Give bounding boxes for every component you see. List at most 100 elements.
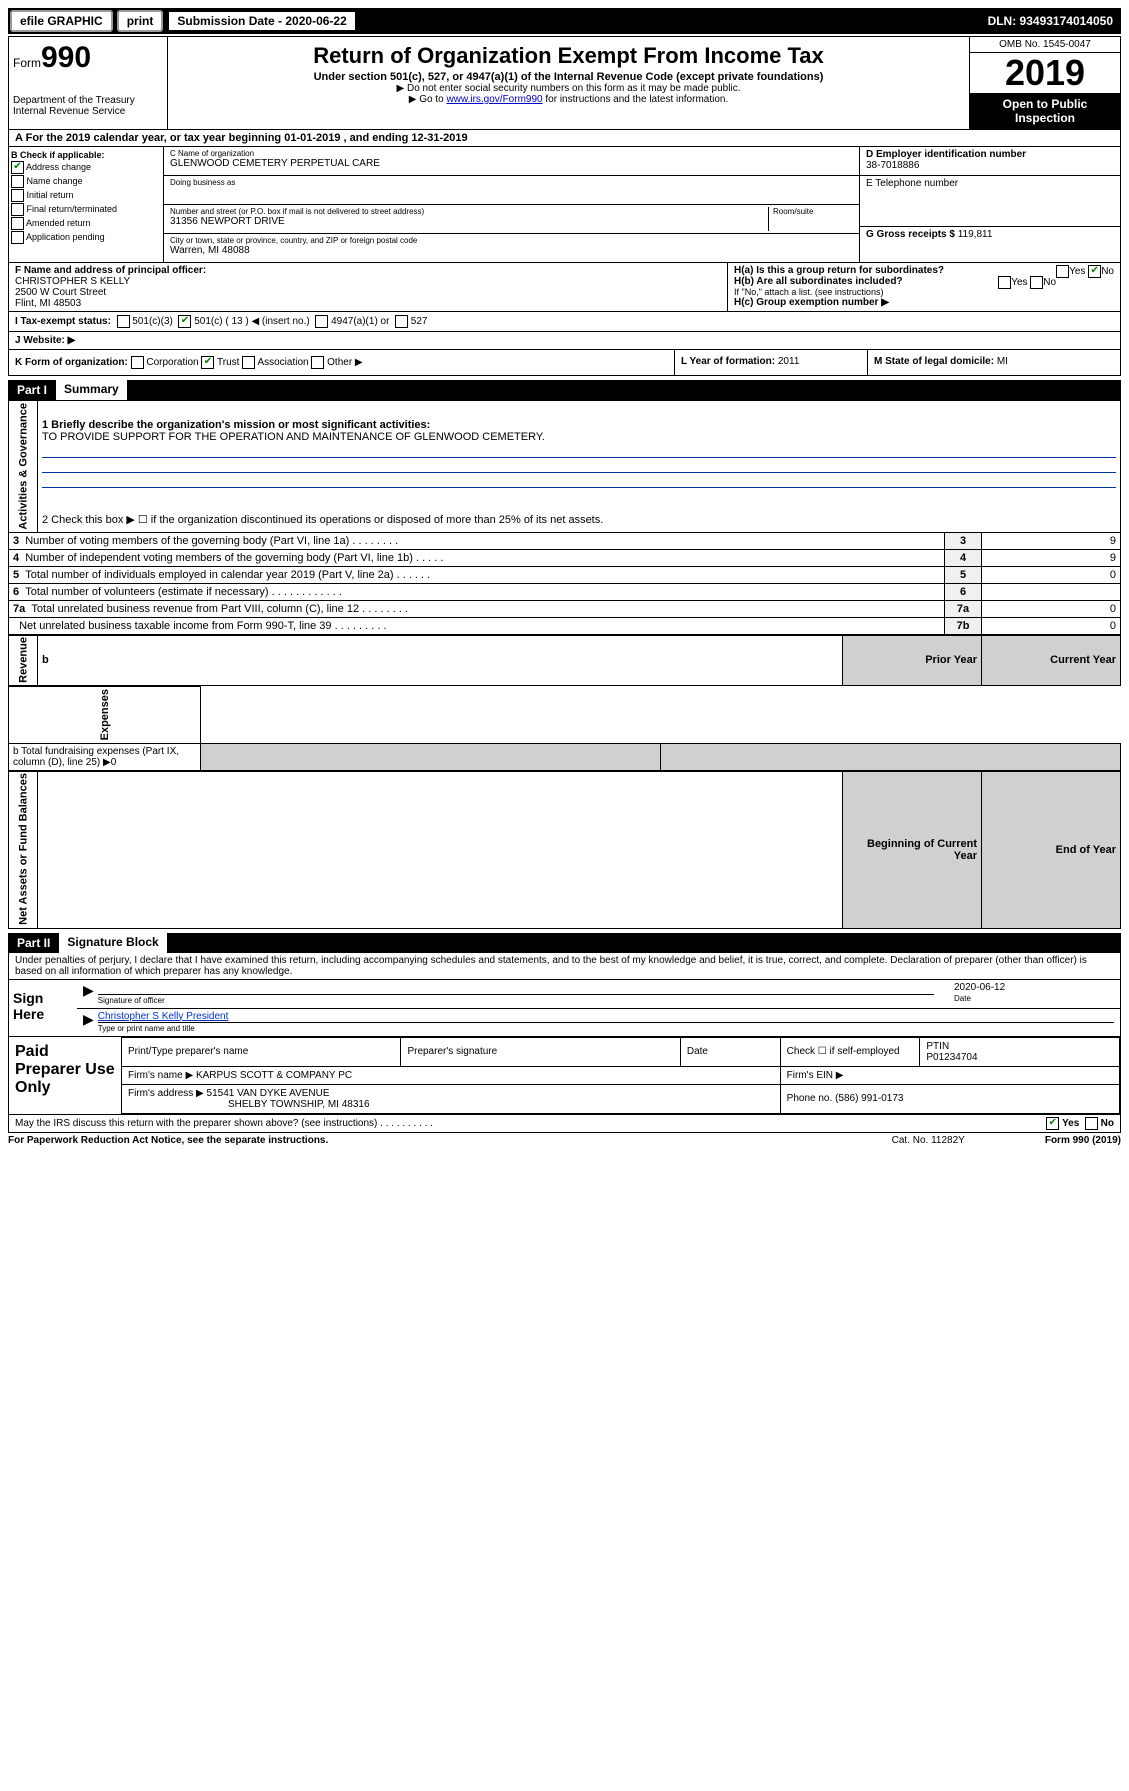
submission-date: Submission Date - 2020-06-22 (169, 12, 354, 30)
sign-here: Sign Here (9, 980, 77, 1036)
side-expenses: Expenses (9, 687, 201, 743)
sig-label: Signature of officer (98, 996, 165, 1005)
discuss-text: May the IRS discuss this return with the… (15, 1118, 433, 1129)
form-org-label: K Form of organization: (15, 357, 128, 368)
hb-hint: If "No," attach a list. (see instruction… (734, 287, 1114, 297)
side-net: Net Assets or Fund Balances (9, 771, 38, 928)
print-btn[interactable]: print (117, 10, 164, 32)
gross-value: 119,811 (958, 229, 993, 240)
chk-app-pending[interactable] (11, 231, 24, 244)
hint2-pre: ▶ Go to (409, 94, 447, 105)
chk-assoc[interactable] (242, 356, 255, 369)
ey-header: End of Year (982, 771, 1121, 928)
chk-4947[interactable] (315, 315, 328, 328)
part1-tag: Part I (8, 380, 56, 400)
tax-year: 2019 (970, 53, 1120, 93)
opt-501c3: 501(c)(3) (132, 316, 173, 327)
mission-text: TO PROVIDE SUPPORT FOR THE OPERATION AND… (42, 431, 545, 443)
summary-table-3: Expenses b Total fundraising expenses (P… (8, 686, 1121, 770)
discuss-yes[interactable] (1046, 1117, 1059, 1130)
prep-h3: Date (680, 1037, 780, 1066)
domicile-val: MI (997, 356, 1008, 367)
opt-527: 527 (411, 316, 428, 327)
top-bar: efile GRAPHIC print Submission Date - 20… (8, 8, 1121, 34)
prep-h1: Print/Type preparer's name (122, 1037, 401, 1066)
room-label: Room/suite (773, 207, 853, 216)
ha-label: H(a) Is this a group return for subordin… (734, 265, 944, 276)
chk-trust[interactable] (201, 356, 214, 369)
firm-name: KARPUS SCOTT & COMPANY PC (196, 1070, 352, 1081)
hc-label: H(c) Group exemption number ▶ (734, 297, 889, 308)
period-line: A For the 2019 calendar year, or tax yea… (8, 130, 1121, 147)
ha-yes[interactable] (1056, 265, 1069, 278)
footer-right: Form 990 (2019) (1045, 1135, 1121, 1146)
form-subtitle: Under section 501(c), 527, or 4947(a)(1)… (172, 71, 965, 83)
hint-1: ▶ Do not enter social security numbers o… (172, 83, 965, 94)
officer-print-label: Type or print name and title (98, 1024, 195, 1033)
chk-527[interactable] (395, 315, 408, 328)
chk-initial-return[interactable] (11, 189, 24, 202)
chk-501c3[interactable] (117, 315, 130, 328)
info-grid: B Check if applicable: Address change Na… (8, 147, 1121, 263)
summary-table: Activities & Governance 1 Briefly descri… (8, 400, 1121, 635)
form-word: Form (13, 56, 41, 70)
chk-other[interactable] (311, 356, 324, 369)
discuss-yes-t: Yes (1062, 1118, 1079, 1129)
box-b: B Check if applicable: Address change Na… (9, 147, 164, 262)
chk-final-return[interactable] (11, 203, 24, 216)
opt-501c: 501(c) ( 13 ) ◀ (insert no.) (194, 316, 310, 327)
hb-no[interactable] (1030, 276, 1043, 289)
hb-no-t: No (1043, 277, 1056, 288)
org-address: 31356 NEWPORT DRIVE (170, 216, 768, 227)
box-c: C Name of organization GLENWOOD CEMETERY… (164, 147, 860, 262)
opt-app-pending: Application pending (26, 232, 105, 242)
tax-status-label: I Tax-exempt status: (15, 316, 111, 327)
chk-name-change[interactable] (11, 175, 24, 188)
officer-addr1: 2500 W Court Street (15, 287, 106, 298)
box-degh: D Employer identification number 38-7018… (860, 147, 1120, 262)
py-header: Prior Year (843, 635, 982, 686)
ha-no[interactable] (1088, 265, 1101, 278)
part2-title: Signature Block (59, 933, 166, 953)
addr-label: Number and street (or P.O. box if mail i… (170, 207, 768, 216)
opt-trust: Trust (217, 357, 239, 368)
prep-h4a: Check ☐ if self-employed (780, 1037, 920, 1066)
firm-addr-l: Firm's address ▶ (128, 1088, 204, 1099)
chk-amended[interactable] (11, 217, 24, 230)
discuss-no-t: No (1101, 1118, 1114, 1129)
efile-btn[interactable]: efile GRAPHIC (10, 10, 113, 32)
opt-amended: Amended return (26, 218, 91, 228)
cy-header: Current Year (982, 635, 1121, 686)
discuss-no[interactable] (1085, 1117, 1098, 1130)
ein-label: D Employer identification number (866, 149, 1114, 160)
chk-501c[interactable] (178, 315, 191, 328)
instructions-link[interactable]: www.irs.gov/Form990 (446, 94, 542, 105)
org-city: Warren, MI 48088 (170, 245, 853, 256)
website-label: J Website: ▶ (15, 335, 75, 346)
part1-header: Part I Summary (8, 380, 1121, 400)
opt-corp: Corporation (146, 357, 198, 368)
prep-h4b: PTIN (926, 1041, 949, 1052)
dept-label: Department of the Treasury Internal Reve… (13, 95, 163, 117)
ein-value: 38-7018886 (866, 160, 1114, 171)
side-governance: Activities & Governance (9, 401, 38, 533)
ha-no-t: No (1101, 266, 1114, 277)
chk-corp[interactable] (131, 356, 144, 369)
firm-addr2: SHELBY TOWNSHIP, MI 48316 (228, 1099, 370, 1110)
sig-date: 2020-06-12 (954, 982, 1114, 993)
gross-label: G Gross receipts $ (866, 229, 955, 240)
q2-label: 2 Check this box ▶ ☐ if the organization… (38, 507, 1121, 532)
org-name: GLENWOOD CEMETERY PERPETUAL CARE (170, 158, 853, 169)
prep-h2: Preparer's signature (401, 1037, 680, 1066)
dba-label: Doing business as (170, 178, 853, 187)
hb-yes[interactable] (998, 276, 1011, 289)
perjury-text: Under penalties of perjury, I declare th… (8, 953, 1121, 980)
footer: For Paperwork Reduction Act Notice, see … (8, 1133, 1121, 1148)
opt-name-change: Name change (27, 176, 83, 186)
opt-assoc: Association (257, 357, 308, 368)
chk-address-change[interactable] (11, 161, 24, 174)
footer-left: For Paperwork Reduction Act Notice, see … (8, 1135, 328, 1146)
dln: DLN: 93493174014050 (988, 14, 1121, 28)
officer-addr2: Flint, MI 48503 (15, 298, 81, 309)
box-b-label: B Check if applicable: (11, 150, 105, 160)
